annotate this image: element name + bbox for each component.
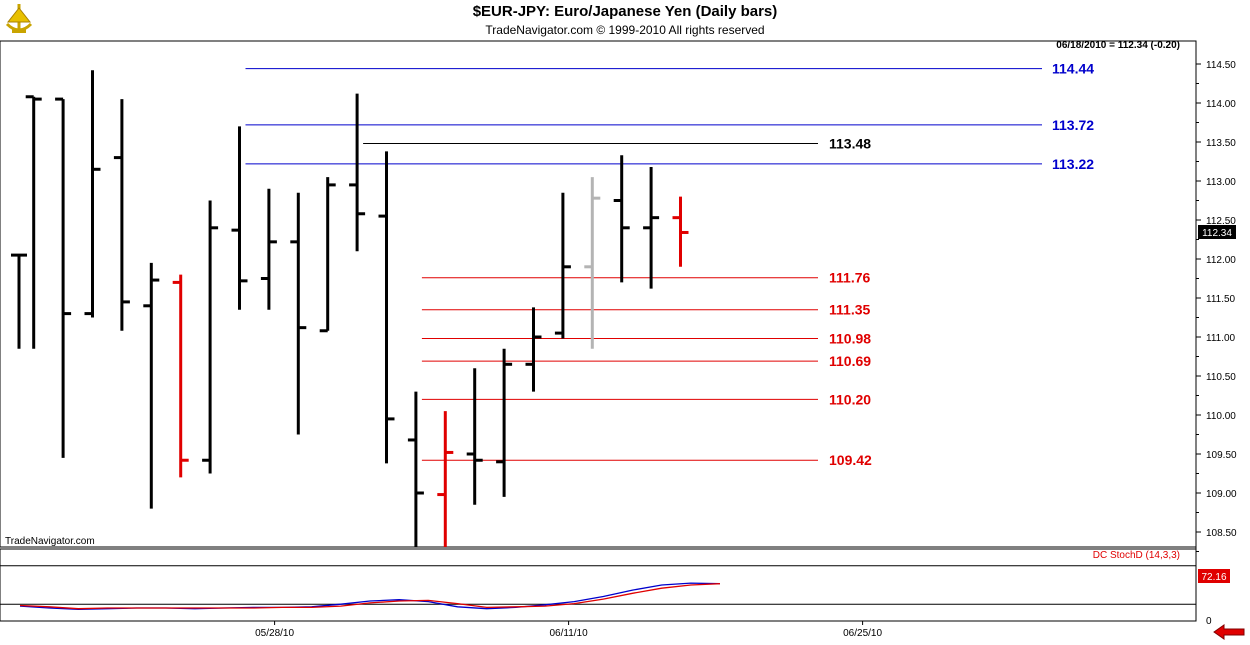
ohlc-bar (496, 348, 513, 497)
level-label: 110.69 (829, 353, 871, 369)
ohlc-bar (319, 177, 336, 333)
y-tick-label: 111.50 (1206, 294, 1236, 305)
last-price-tag: 112.34 (1198, 225, 1236, 239)
ohlc-bar (231, 126, 248, 310)
ohlc-bar (672, 196, 689, 267)
last-price-text: 112.34 (1202, 228, 1232, 239)
y-tick-label: 110.00 (1206, 411, 1236, 422)
watermark: TradeNavigator.com (5, 536, 95, 547)
ohlc-bar (25, 95, 42, 349)
ohlc-bar (407, 391, 424, 547)
ohlc-bar (290, 192, 307, 435)
y-tick-label: 113.00 (1206, 177, 1236, 188)
sextant-logo-icon (2, 2, 36, 41)
ohlc-bar (584, 177, 601, 349)
level-label: 109.42 (829, 452, 872, 468)
indicator-plot-frame (0, 548, 1197, 622)
indicator-last-tag: 72.16 (1198, 569, 1230, 583)
level-label: 113.22 (1052, 156, 1094, 172)
y-tick-label: 109.00 (1206, 489, 1237, 500)
ohlc-bar (525, 307, 542, 392)
ohlc-bar (143, 262, 160, 509)
y-tick-label: 110.50 (1206, 372, 1236, 383)
y-tick-label: 108.50 (1206, 528, 1237, 539)
level-label: 113.48 (829, 136, 871, 152)
y-tick-label: 112.00 (1206, 255, 1236, 266)
level-label: 113.72 (1052, 117, 1094, 133)
page-subtitle: TradeNavigator.com © 1999-2010 All right… (485, 23, 765, 37)
ohlc-bar (437, 411, 454, 547)
level-label: 111.35 (829, 302, 870, 318)
ohlc-bar (613, 155, 630, 283)
y-tick-label: 113.50 (1206, 138, 1236, 149)
ohlc-bar (172, 274, 189, 478)
indicator-last-text: 72.16 (1201, 572, 1226, 583)
ohlc-bar (260, 188, 277, 310)
level-label: 111.76 (829, 270, 870, 286)
y-tick-label: 112.50 (1206, 216, 1236, 227)
indicator-name: DC StochD (14,3,3) (1093, 550, 1180, 561)
ohlc-bar (202, 200, 219, 474)
left-arrow-icon[interactable] (1212, 624, 1246, 645)
ohlc-bar (554, 192, 571, 339)
y-tick-label: 111.00 (1206, 333, 1236, 344)
level-label: 110.20 (829, 391, 871, 407)
x-tick-label: 06/11/10 (550, 628, 589, 639)
ohlc-bar (466, 368, 483, 505)
level-label: 114.44 (1052, 61, 1094, 77)
ohlc-bar (113, 99, 130, 331)
level-label: 110.98 (829, 331, 871, 347)
ohlc-bar (349, 93, 366, 252)
ohlc-bar (11, 253, 27, 349)
ohlc-bar (84, 70, 101, 318)
ohlc-bar (643, 166, 660, 289)
ohlc-bar (378, 151, 395, 464)
indicator-series-line (19, 583, 721, 610)
x-tick-label: 06/25/10 (843, 628, 882, 639)
indicator-y-tick: 0 (1206, 616, 1212, 627)
y-tick-label: 114.00 (1206, 99, 1236, 110)
page-title: $EUR-JPY: Euro/Japanese Yen (Daily bars) (472, 3, 778, 20)
ohlc-bar (55, 97, 72, 458)
price-date-label: 06/18/2010 = 112.34 (-0.20) (1056, 40, 1180, 51)
x-tick-label: 05/28/10 (255, 628, 294, 639)
y-tick-label: 109.50 (1206, 450, 1237, 461)
y-tick-label: 114.50 (1206, 60, 1236, 71)
